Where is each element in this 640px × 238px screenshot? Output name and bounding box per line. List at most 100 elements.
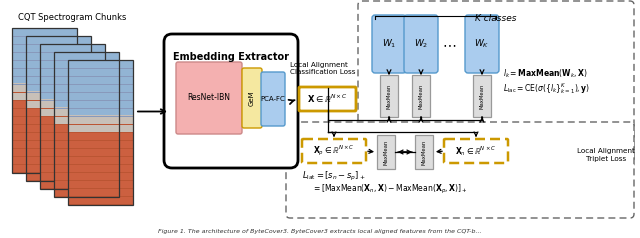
Text: Embedding Extractor: Embedding Extractor: [173, 52, 289, 62]
Bar: [68, 204, 133, 205]
Bar: [12, 52, 77, 53]
Bar: [473, 75, 491, 117]
Bar: [40, 92, 105, 93]
Bar: [26, 109, 91, 181]
FancyBboxPatch shape: [465, 15, 499, 73]
Bar: [54, 60, 119, 61]
Bar: [40, 76, 105, 77]
Text: MaxMean: MaxMean: [479, 83, 484, 109]
Bar: [54, 108, 119, 109]
Bar: [12, 83, 77, 100]
FancyBboxPatch shape: [164, 34, 298, 168]
Bar: [12, 172, 77, 173]
Text: $\mathbf{X}_p \in \mathbb{R}^{N \times C}$: $\mathbf{X}_p \in \mathbb{R}^{N \times C…: [314, 144, 355, 158]
Bar: [54, 68, 119, 69]
Bar: [40, 108, 105, 109]
Bar: [377, 135, 395, 169]
Bar: [40, 44, 105, 189]
Bar: [40, 188, 105, 189]
Text: Figure 1. The architecture of ByteCover3. ByteCover3 extracts local aligned feat: Figure 1. The architecture of ByteCover3…: [158, 229, 482, 234]
Bar: [54, 156, 119, 157]
Bar: [40, 44, 105, 189]
Text: MaxMean: MaxMean: [383, 139, 388, 165]
Bar: [26, 164, 91, 165]
Bar: [54, 52, 119, 197]
Text: MaxMean: MaxMean: [419, 83, 424, 109]
Bar: [40, 99, 105, 116]
Bar: [26, 172, 91, 173]
Bar: [40, 68, 105, 69]
FancyBboxPatch shape: [261, 72, 285, 126]
Bar: [68, 84, 133, 85]
Bar: [54, 132, 119, 133]
Bar: [54, 172, 119, 173]
Bar: [12, 28, 77, 173]
Bar: [12, 164, 77, 165]
Text: $\cdots$: $\cdots$: [442, 37, 456, 51]
Bar: [26, 44, 91, 45]
Bar: [40, 172, 105, 173]
Bar: [68, 164, 133, 165]
Bar: [26, 84, 91, 85]
Bar: [12, 108, 77, 109]
Bar: [40, 124, 105, 125]
Bar: [68, 133, 133, 205]
Bar: [26, 132, 91, 133]
Bar: [68, 116, 133, 117]
Bar: [26, 36, 91, 37]
Text: $L_{\mathrm{lac}} = \mathrm{CE}(\sigma(\{l_k\}_{k=1}^K), \mathbf{y})$: $L_{\mathrm{lac}} = \mathrm{CE}(\sigma(\…: [503, 81, 590, 96]
Bar: [54, 148, 119, 149]
Bar: [54, 196, 119, 197]
Bar: [26, 180, 91, 181]
Bar: [68, 60, 133, 115]
Bar: [40, 116, 105, 117]
Text: K classes: K classes: [476, 14, 516, 23]
Bar: [68, 76, 133, 77]
Bar: [26, 100, 91, 101]
Bar: [40, 116, 105, 189]
Bar: [40, 148, 105, 149]
Bar: [40, 60, 105, 61]
Text: $= [\mathrm{MaxMean}(\mathbf{X}_n, \mathbf{X}) - \mathrm{MaxMean}(\mathbf{X}_p, : $= [\mathrm{MaxMean}(\mathbf{X}_n, \math…: [312, 183, 468, 196]
Bar: [40, 164, 105, 165]
Bar: [54, 84, 119, 85]
Bar: [40, 132, 105, 133]
Bar: [12, 100, 77, 173]
Bar: [412, 75, 430, 117]
Bar: [68, 188, 133, 189]
Bar: [54, 76, 119, 77]
FancyBboxPatch shape: [404, 15, 438, 73]
Bar: [12, 124, 77, 125]
Bar: [68, 60, 133, 205]
Bar: [26, 116, 91, 117]
Bar: [40, 44, 105, 45]
Bar: [26, 60, 91, 61]
Bar: [68, 172, 133, 173]
Bar: [12, 92, 77, 93]
Text: $W_1$: $W_1$: [382, 38, 396, 50]
Bar: [54, 52, 119, 53]
Bar: [12, 36, 77, 37]
Bar: [12, 156, 77, 157]
Bar: [68, 196, 133, 197]
Bar: [54, 92, 119, 93]
Bar: [26, 36, 91, 91]
Bar: [26, 108, 91, 109]
Text: $L_{\mathrm{lat}} = [s_n - s_p]_+$: $L_{\mathrm{lat}} = [s_n - s_p]_+$: [302, 170, 366, 183]
Bar: [54, 100, 119, 101]
Text: $W_2$: $W_2$: [414, 38, 428, 50]
Bar: [68, 60, 133, 205]
Bar: [68, 140, 133, 141]
Bar: [380, 75, 398, 117]
Bar: [54, 124, 119, 125]
Bar: [54, 188, 119, 189]
Bar: [54, 52, 119, 107]
Bar: [68, 180, 133, 181]
Bar: [26, 36, 91, 181]
Bar: [26, 68, 91, 69]
Bar: [68, 132, 133, 133]
Bar: [415, 135, 433, 169]
FancyBboxPatch shape: [358, 1, 634, 167]
Bar: [68, 108, 133, 109]
Bar: [12, 68, 77, 69]
